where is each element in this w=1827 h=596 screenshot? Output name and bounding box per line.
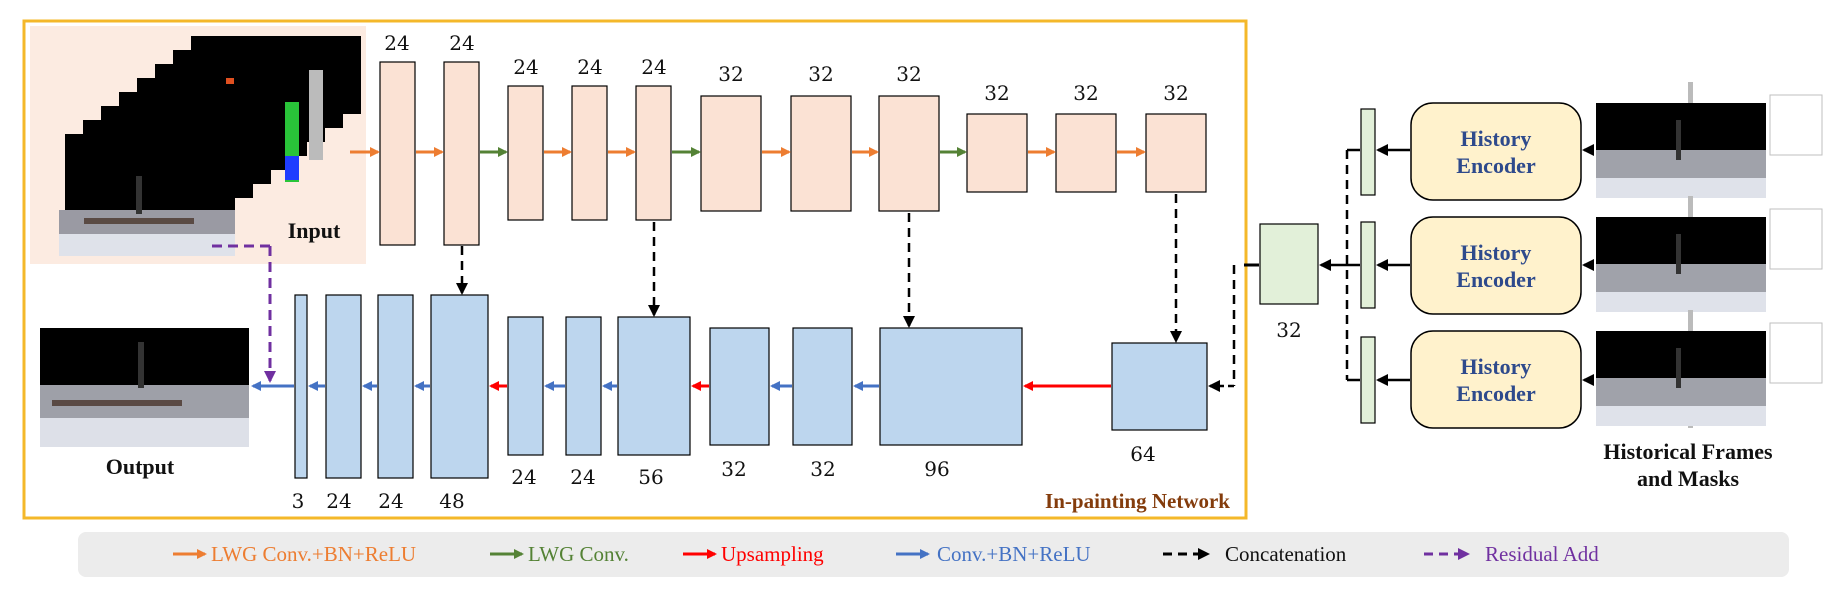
legend-lwg-conv-bn-relu: LWG Conv.+BN+ReLU xyxy=(211,542,416,566)
legend-residual-add: Residual Add xyxy=(1485,542,1599,566)
encoder-block xyxy=(507,85,544,221)
legend-conv-bn-relu: Conv.+BN+ReLU xyxy=(937,542,1091,566)
input-frame-stack xyxy=(30,26,366,264)
history-feature-bar xyxy=(1360,336,1376,424)
history-encoder-line1: History xyxy=(1461,354,1532,379)
encoder-channel-labels: 24 24 24 24 24 32 32 32 32 32 32 xyxy=(384,31,1188,105)
channel-label: 24 xyxy=(513,55,538,79)
residual-add-arrow xyxy=(212,244,276,383)
channel-label: 24 xyxy=(511,465,536,489)
history-merge-arrows xyxy=(1319,148,1360,382)
channel-label: 64 xyxy=(1130,442,1155,466)
decoder-block xyxy=(617,316,691,456)
historical-label-line1: Historical Frames xyxy=(1603,439,1773,464)
inpainting-network-frame xyxy=(22,19,1248,520)
historical-label-line2: and Masks xyxy=(1637,466,1740,491)
channel-label: 56 xyxy=(638,465,663,489)
history-channel-label: 32 xyxy=(1276,318,1301,342)
channel-label: 24 xyxy=(378,489,403,513)
decoder-channel-labels: 3 24 24 48 24 24 56 32 32 96 64 xyxy=(292,442,1156,513)
history-fusion-block xyxy=(1259,223,1319,305)
history-encoder-line2: Encoder xyxy=(1456,267,1536,292)
encoder-block xyxy=(790,95,852,212)
history-encoder-line2: Encoder xyxy=(1456,381,1536,406)
channel-label: 32 xyxy=(1073,81,1098,105)
history-encoder-line2: Encoder xyxy=(1456,153,1536,178)
decoder-block xyxy=(709,327,770,446)
channel-label: 24 xyxy=(570,465,595,489)
network-label: In-painting Network xyxy=(1045,489,1230,513)
decoder-block xyxy=(430,294,489,479)
decoder-block xyxy=(377,294,414,479)
channel-label: 3 xyxy=(292,489,305,513)
channel-label: 32 xyxy=(984,81,1009,105)
history-feature-bar xyxy=(1360,221,1376,309)
channel-label: 32 xyxy=(721,457,746,481)
encoder-block xyxy=(443,61,480,246)
channel-label: 24 xyxy=(384,31,409,55)
decoder-blocks xyxy=(294,294,1208,479)
channel-label: 96 xyxy=(924,457,949,481)
encoder-blocks xyxy=(379,61,1207,246)
decoder-block xyxy=(294,294,308,479)
channel-label: 24 xyxy=(326,489,351,513)
encoder-block xyxy=(878,95,940,212)
encoder-block xyxy=(1145,113,1207,193)
decoder-block xyxy=(1111,342,1208,431)
legend: LWG Conv.+BN+ReLU LWG Conv. Upsampling C… xyxy=(78,532,1789,577)
decoder-block xyxy=(325,294,362,479)
history-encoder-2: History Encoder xyxy=(1410,216,1582,315)
historical-frame-2 xyxy=(1596,196,1823,314)
history-encoder-line1: History xyxy=(1461,240,1532,265)
decoder-block xyxy=(565,316,602,456)
encoder-block xyxy=(1055,113,1117,193)
historical-frame-3 xyxy=(1596,310,1823,428)
decoder-block xyxy=(507,316,544,456)
channel-label: 32 xyxy=(1163,81,1188,105)
encoder-block xyxy=(966,113,1028,193)
channel-label: 24 xyxy=(449,31,474,55)
history-feature-bars xyxy=(1360,108,1376,424)
legend-upsampling: Upsampling xyxy=(721,542,824,566)
historical-frame-1 xyxy=(1596,82,1823,200)
legend-lwg-conv: LWG Conv. xyxy=(528,542,629,566)
channel-label: 32 xyxy=(896,62,921,86)
channel-label: 32 xyxy=(718,62,743,86)
decoder-block xyxy=(879,327,1023,446)
encoder-block xyxy=(571,85,608,221)
history-encoder-3: History Encoder xyxy=(1410,330,1582,429)
history-encoder-1: History Encoder xyxy=(1410,102,1582,201)
channel-label: 32 xyxy=(810,457,835,481)
channel-label: 24 xyxy=(641,55,666,79)
channel-label: 48 xyxy=(439,489,464,513)
history-feature-bar xyxy=(1360,108,1376,196)
legend-concatenation: Concatenation xyxy=(1225,542,1347,566)
history-encoder-line1: History xyxy=(1461,126,1532,151)
concatenation-arrows xyxy=(456,194,1236,392)
output-label: Output xyxy=(106,454,175,479)
output-image xyxy=(40,328,249,447)
input-label: Input xyxy=(288,218,341,243)
decoder-block xyxy=(792,327,853,446)
encoder-block xyxy=(379,61,416,246)
channel-label: 32 xyxy=(808,62,833,86)
encoder-block xyxy=(635,85,672,221)
channel-label: 24 xyxy=(577,55,602,79)
encoder-block xyxy=(700,95,762,212)
